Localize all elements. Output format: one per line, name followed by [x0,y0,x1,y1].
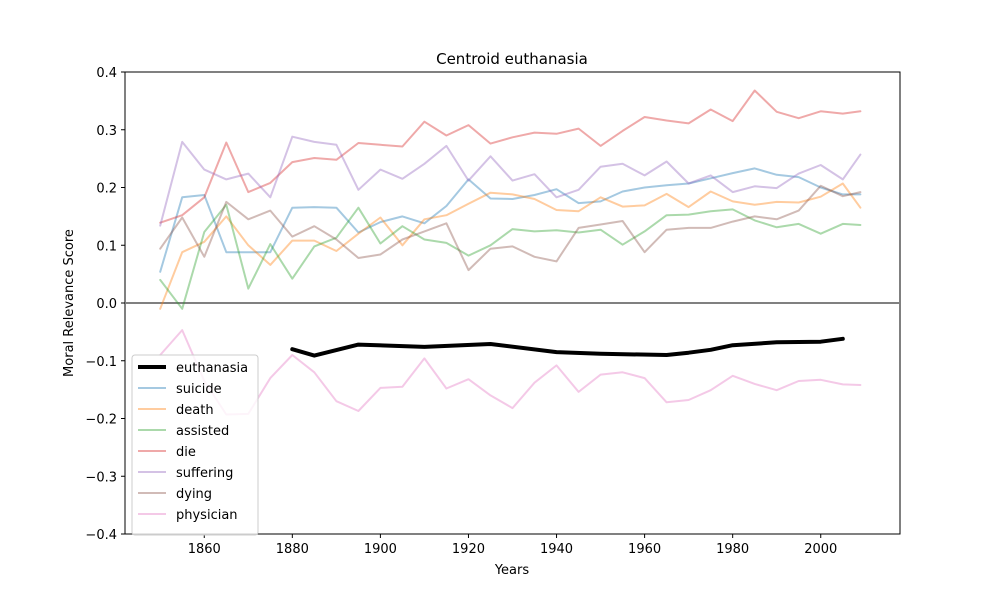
y-tick-label: 0.0 [96,297,117,312]
x-tick-label: 1980 [716,542,749,557]
x-tick-label: 2000 [804,542,837,557]
chart-title: Centroid euthanasia [436,50,588,68]
x-tick-label: 1860 [188,542,221,557]
x-tick-label: 1920 [452,542,485,557]
legend-label-suffering: suffering [176,466,233,481]
legend-label-physician: physician [176,508,238,523]
y-tick-label: −0.1 [85,355,117,370]
legend-label-assisted: assisted [176,424,229,439]
series-line-die [159,89,862,224]
y-tick-label: −0.2 [85,413,117,428]
y-axis-title: Moral Relevance Score [62,229,77,377]
series-line-physician [159,329,862,416]
legend-label-dying: dying [176,487,212,502]
legend: euthanasia suicide death assisted die sufferi… [131,354,259,536]
y-tick-label: 0.1 [96,239,117,254]
x-tick-label: 1940 [540,542,573,557]
x-axis-title: Years [494,563,530,578]
series-line-dying [159,184,862,272]
legend-label-euthanasia: euthanasia [176,361,248,376]
plot-area: 1860 1880 1900 1920 1940 1960 1980 2000 −0.4 −0.3… [85,66,901,557]
series-line-assisted [159,203,862,310]
series-line-suicide [159,167,862,273]
x-tick-label: 1880 [276,542,309,557]
legend-box [131,354,259,536]
y-tick-label: 0.3 [96,124,117,139]
series-line-death [159,182,862,310]
y-tick-label: −0.4 [85,528,117,543]
y-tick-label: 0.4 [96,66,117,81]
legend-label-die: die [176,445,196,460]
x-tick-label: 1900 [364,542,397,557]
legend-label-suicide: suicide [176,382,222,397]
x-tick-label: 1960 [628,542,661,557]
series-line-euthanasia [290,336,845,358]
legend-label-death: death [176,403,214,418]
y-tick-label: 0.2 [96,182,117,197]
y-tick-label: −0.3 [85,470,117,485]
series-line-suffering [159,135,862,227]
